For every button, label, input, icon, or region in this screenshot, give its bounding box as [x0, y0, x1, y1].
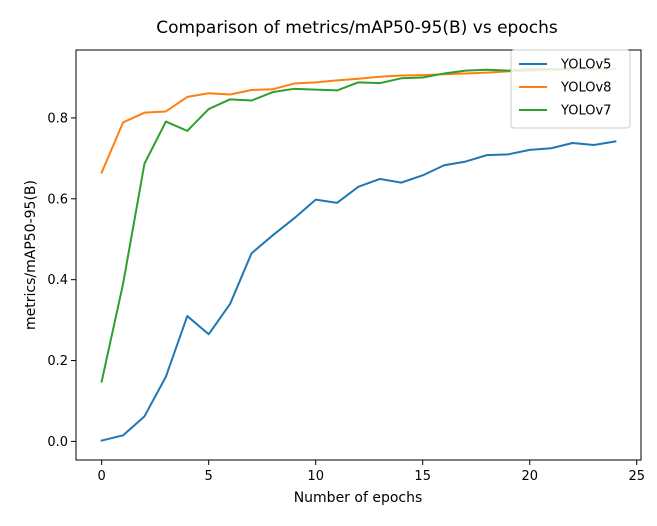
legend-label-yolov8: YOLOv8 [560, 81, 611, 96]
series-line-yolov5 [100, 140, 617, 442]
x-tick-label: 10 [307, 469, 324, 484]
x-tick-label: 5 [205, 469, 213, 484]
legend: YOLOv5 YOLOv8 YOLOv7 [510, 49, 631, 129]
x-tick-label: 0 [98, 469, 106, 484]
x-tick-label: 20 [521, 469, 538, 484]
y-tick-label: 0.0 [47, 435, 68, 450]
x-tick-label: 15 [414, 469, 431, 484]
y-axis-label: metrics/mAP50-95(B) [23, 180, 39, 330]
x-tick-label: 25 [628, 469, 645, 484]
chart-title: Comparison of metrics/mAP50-95(B) vs epo… [156, 18, 558, 38]
y-tick-label: 0.6 [47, 192, 68, 207]
plot-area-frame [75, 49, 642, 461]
x-axis-ticks: 0 5 10 15 20 25 [98, 460, 645, 484]
y-tick-label: 0.2 [47, 354, 68, 369]
y-axis-ticks: 0.0 0.2 0.4 0.6 0.8 [47, 111, 76, 450]
legend-label-yolov7: YOLOv7 [560, 104, 611, 119]
y-tick-label: 0.8 [47, 111, 68, 126]
legend-label-yolov5: YOLOv5 [560, 58, 611, 73]
x-axis-label: Number of epochs [294, 490, 423, 506]
legend-box [510, 49, 631, 129]
y-tick-label: 0.4 [47, 273, 68, 288]
